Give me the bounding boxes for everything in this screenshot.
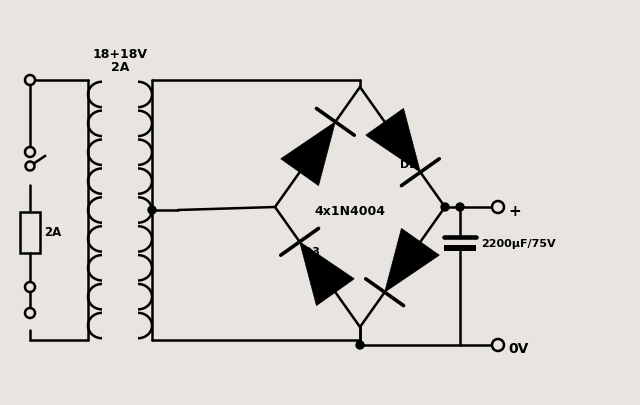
Circle shape — [356, 341, 364, 349]
Text: 18+18V: 18+18V — [93, 48, 147, 61]
Text: D1: D1 — [303, 160, 320, 170]
Text: +: + — [508, 203, 521, 219]
Bar — [20, 212, 40, 253]
Circle shape — [26, 162, 35, 171]
Polygon shape — [300, 242, 355, 306]
Circle shape — [25, 147, 35, 157]
Text: D4: D4 — [400, 247, 417, 257]
Text: 0V: 0V — [508, 342, 529, 356]
Text: 2A: 2A — [111, 61, 129, 74]
Circle shape — [456, 203, 464, 211]
Text: 2200μF/75V: 2200μF/75V — [481, 239, 556, 249]
Text: 2A: 2A — [44, 226, 61, 239]
Circle shape — [25, 75, 35, 85]
Circle shape — [25, 308, 35, 318]
Circle shape — [492, 339, 504, 351]
Text: D2: D2 — [400, 160, 417, 170]
Circle shape — [441, 203, 449, 211]
Polygon shape — [365, 109, 420, 172]
Bar — [444, 245, 476, 251]
Text: D3: D3 — [303, 247, 320, 257]
Circle shape — [148, 206, 156, 214]
Circle shape — [492, 201, 504, 213]
Text: 4x1N4004: 4x1N4004 — [314, 205, 385, 218]
Polygon shape — [281, 122, 335, 185]
Circle shape — [25, 282, 35, 292]
Polygon shape — [385, 228, 439, 292]
